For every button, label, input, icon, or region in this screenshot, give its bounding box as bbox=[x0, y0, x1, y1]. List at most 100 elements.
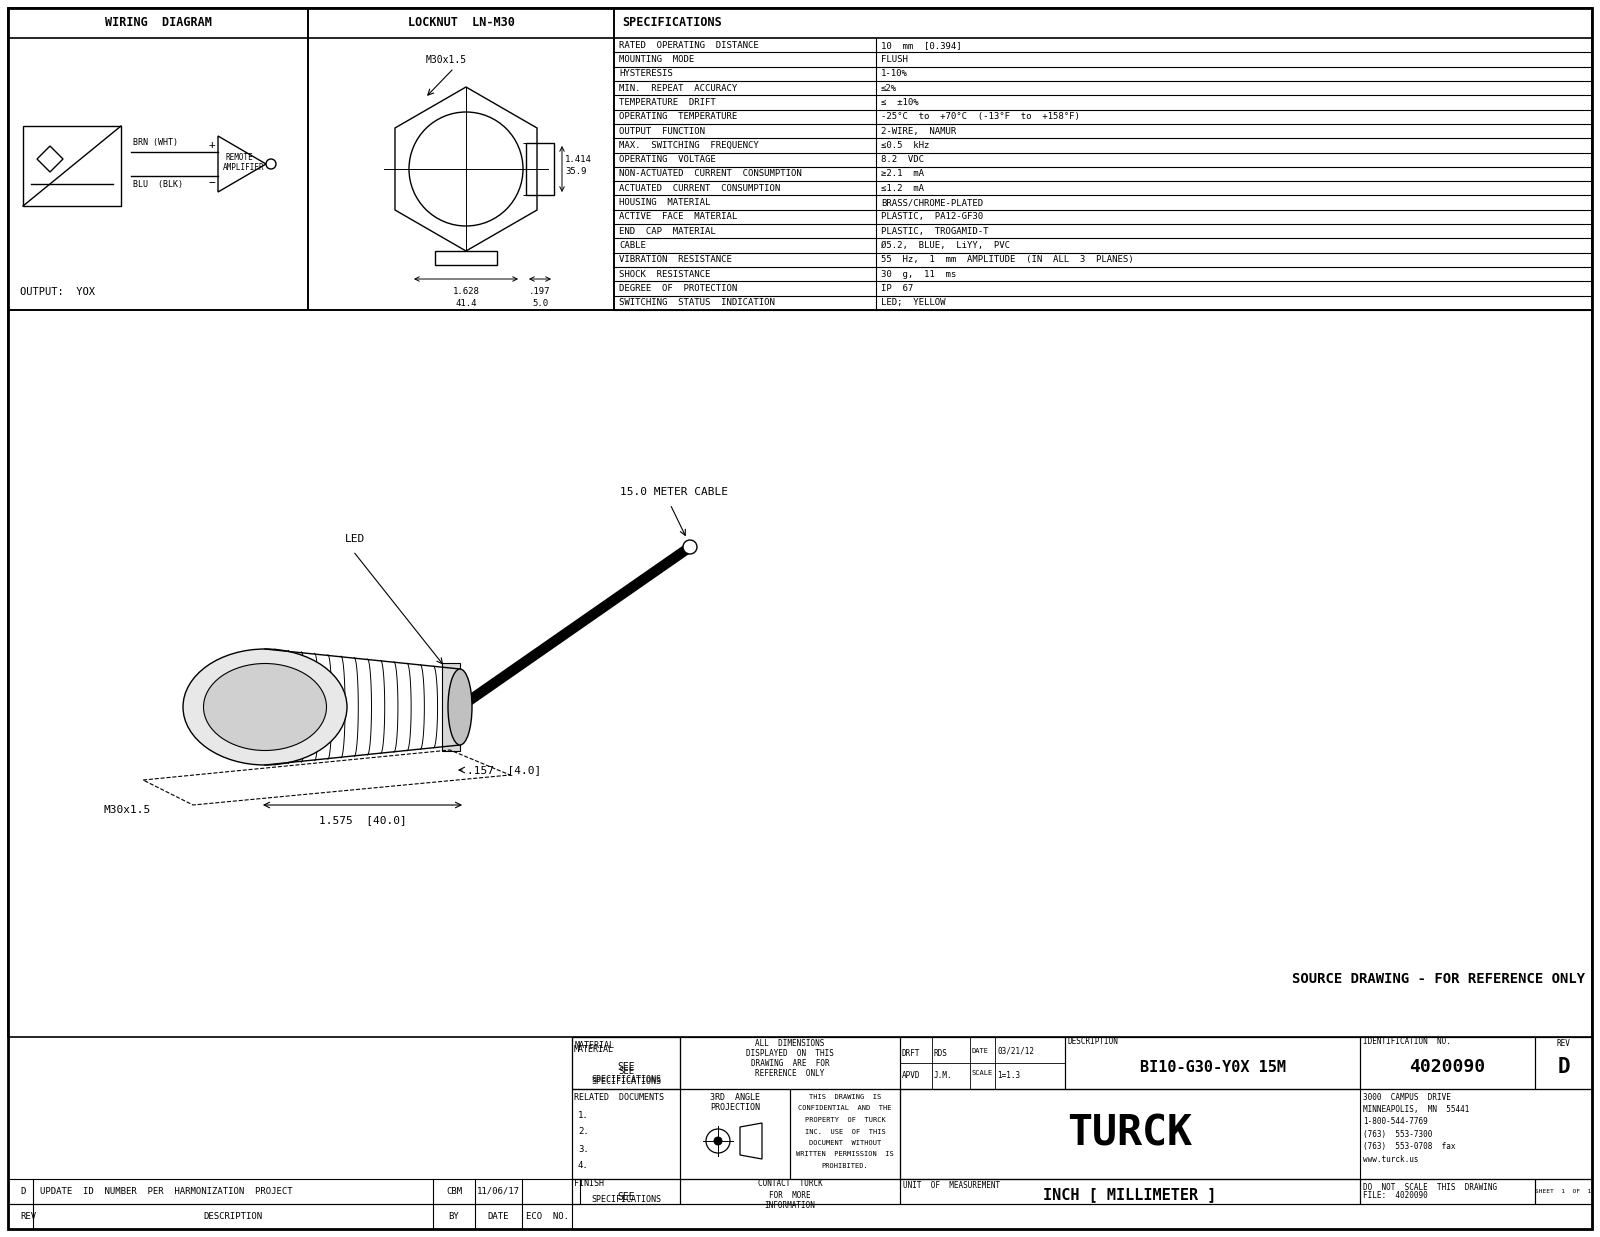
Text: ALL  DIMENSIONS: ALL DIMENSIONS bbox=[755, 1039, 824, 1048]
Bar bbox=[22, 126, 122, 207]
Bar bbox=[435, 251, 498, 265]
Text: RELATED  DOCUMENTS: RELATED DOCUMENTS bbox=[574, 1092, 664, 1101]
Bar bbox=[1360, 1037, 1534, 1089]
Text: MINNEAPOLIS,  MN  55441: MINNEAPOLIS, MN 55441 bbox=[1363, 1105, 1469, 1115]
Text: REV: REV bbox=[1557, 1039, 1571, 1049]
Text: 30  g,  11  ms: 30 g, 11 ms bbox=[882, 270, 957, 278]
Text: OPERATING  VOLTAGE: OPERATING VOLTAGE bbox=[619, 155, 715, 165]
Text: SPECIFICATIONS: SPECIFICATIONS bbox=[622, 16, 722, 30]
Text: END  CAP  MATERIAL: END CAP MATERIAL bbox=[619, 226, 715, 236]
Text: BRN (WHT): BRN (WHT) bbox=[133, 139, 178, 147]
Text: 1-10%: 1-10% bbox=[882, 69, 907, 78]
Text: CONTACT  TURCK: CONTACT TURCK bbox=[758, 1180, 822, 1189]
Text: ≤0.5  kHz: ≤0.5 kHz bbox=[882, 141, 930, 150]
Text: DRAWING  ARE  FOR: DRAWING ARE FOR bbox=[750, 1059, 829, 1068]
Bar bbox=[573, 1089, 680, 1179]
Text: 5.0: 5.0 bbox=[531, 299, 549, 308]
Text: DO  NOT  SCALE  THIS  DRAWING: DO NOT SCALE THIS DRAWING bbox=[1363, 1183, 1498, 1191]
Text: ≤2%: ≤2% bbox=[882, 84, 898, 93]
Text: 3RD  ANGLE: 3RD ANGLE bbox=[710, 1092, 760, 1101]
Bar bbox=[8, 310, 1592, 1037]
Text: CBM: CBM bbox=[446, 1188, 462, 1196]
Text: CABLE: CABLE bbox=[619, 241, 646, 250]
Bar bbox=[680, 1179, 899, 1204]
Bar bbox=[8, 7, 307, 310]
Text: 1.575  [40.0]: 1.575 [40.0] bbox=[318, 815, 406, 825]
Text: LED: LED bbox=[346, 534, 365, 544]
Text: DATE: DATE bbox=[488, 1212, 509, 1221]
Text: LED;  YELLOW: LED; YELLOW bbox=[882, 298, 946, 307]
Text: HYSTERESIS: HYSTERESIS bbox=[619, 69, 672, 78]
Text: WRITTEN  PERMISSION  IS: WRITTEN PERMISSION IS bbox=[797, 1152, 894, 1158]
Text: ≤1.2  mA: ≤1.2 mA bbox=[882, 184, 925, 193]
Text: UPDATE  ID  NUMBER  PER  HARMONIZATION  PROJECT: UPDATE ID NUMBER PER HARMONIZATION PROJE… bbox=[40, 1188, 293, 1196]
Bar bbox=[573, 1089, 680, 1179]
Text: 1=1.3: 1=1.3 bbox=[997, 1070, 1021, 1080]
Text: VIBRATION  RESISTANCE: VIBRATION RESISTANCE bbox=[619, 255, 731, 265]
Text: -25°C  to  +70°C  (-13°F  to  +158°F): -25°C to +70°C (-13°F to +158°F) bbox=[882, 113, 1080, 121]
Bar bbox=[8, 1204, 1592, 1230]
Text: M30x1.5: M30x1.5 bbox=[426, 54, 467, 66]
Circle shape bbox=[683, 541, 698, 554]
Bar bbox=[573, 1037, 680, 1089]
Text: 2-WIRE,  NAMUR: 2-WIRE, NAMUR bbox=[882, 126, 957, 136]
Text: INC.  USE  OF  THIS: INC. USE OF THIS bbox=[805, 1128, 885, 1134]
Text: FOR  MORE: FOR MORE bbox=[770, 1190, 811, 1200]
Text: FILE:  4020090: FILE: 4020090 bbox=[1363, 1191, 1427, 1200]
Text: ≤  ±10%: ≤ ±10% bbox=[882, 98, 918, 106]
Text: MATERIAL: MATERIAL bbox=[574, 1040, 614, 1049]
Text: +: + bbox=[208, 140, 216, 150]
Text: LOCKNUT  LN-M30: LOCKNUT LN-M30 bbox=[408, 16, 515, 30]
Text: BRASS/CHROME-PLATED: BRASS/CHROME-PLATED bbox=[882, 198, 982, 207]
Text: SPECIFICATIONS: SPECIFICATIONS bbox=[590, 1077, 661, 1086]
Text: RATED  OPERATING  DISTANCE: RATED OPERATING DISTANCE bbox=[619, 41, 758, 49]
Text: DISPLAYED  ON  THIS: DISPLAYED ON THIS bbox=[746, 1049, 834, 1058]
Text: WIRING  DIAGRAM: WIRING DIAGRAM bbox=[104, 16, 211, 30]
Text: UNIT  OF  MEASUREMENT: UNIT OF MEASUREMENT bbox=[902, 1181, 1000, 1190]
Text: .157  [4.0]: .157 [4.0] bbox=[467, 764, 541, 776]
Text: INCH [ MILLIMETER ]: INCH [ MILLIMETER ] bbox=[1043, 1188, 1216, 1202]
Text: APVD: APVD bbox=[902, 1071, 920, 1080]
Text: PLASTIC,  TROGAMID-T: PLASTIC, TROGAMID-T bbox=[882, 226, 989, 236]
Text: SEE: SEE bbox=[618, 1066, 634, 1075]
Text: (763)  553-7300: (763) 553-7300 bbox=[1363, 1131, 1432, 1139]
Text: SWITCHING  STATUS  INDICATION: SWITCHING STATUS INDICATION bbox=[619, 298, 774, 307]
Text: DESCRIPTION: DESCRIPTION bbox=[1069, 1038, 1118, 1047]
Text: DATE: DATE bbox=[973, 1048, 989, 1054]
Text: 1.414: 1.414 bbox=[565, 155, 592, 163]
Text: ECO  NO.: ECO NO. bbox=[525, 1212, 568, 1221]
Text: 3.: 3. bbox=[578, 1144, 589, 1153]
Text: SHEET  1  OF  1: SHEET 1 OF 1 bbox=[1536, 1189, 1592, 1194]
Text: 2.: 2. bbox=[578, 1127, 589, 1137]
Text: −: − bbox=[208, 178, 216, 188]
Text: PROHIBITED.: PROHIBITED. bbox=[822, 1163, 869, 1169]
Text: 11/06/17: 11/06/17 bbox=[477, 1188, 520, 1196]
Text: OPERATING  TEMPERATURE: OPERATING TEMPERATURE bbox=[619, 113, 738, 121]
Text: TEMPERATURE  DRIFT: TEMPERATURE DRIFT bbox=[619, 98, 715, 106]
Bar bbox=[1534, 1037, 1592, 1089]
Text: MOUNTING  MODE: MOUNTING MODE bbox=[619, 54, 694, 64]
Text: J.M.: J.M. bbox=[934, 1071, 952, 1080]
Bar bbox=[614, 7, 1592, 310]
Text: BLU  (BLK): BLU (BLK) bbox=[133, 181, 182, 189]
Text: 8.2  VDC: 8.2 VDC bbox=[882, 155, 925, 165]
Text: M30x1.5: M30x1.5 bbox=[102, 805, 150, 815]
Text: PLASTIC,  PA12-GF30: PLASTIC, PA12-GF30 bbox=[882, 213, 982, 221]
Text: BY: BY bbox=[448, 1212, 459, 1221]
Text: SOURCE DRAWING - FOR REFERENCE ONLY: SOURCE DRAWING - FOR REFERENCE ONLY bbox=[1291, 972, 1586, 986]
Text: REFERENCE  ONLY: REFERENCE ONLY bbox=[755, 1069, 824, 1077]
Text: OUTPUT  FUNCTION: OUTPUT FUNCTION bbox=[619, 126, 706, 136]
Bar bbox=[573, 1037, 1592, 1179]
Text: FLUSH: FLUSH bbox=[882, 54, 907, 64]
Text: BI10-G30-Y0X 15M: BI10-G30-Y0X 15M bbox=[1139, 1060, 1285, 1075]
Text: IP  67: IP 67 bbox=[882, 285, 914, 293]
Bar bbox=[1534, 1179, 1592, 1204]
Bar bbox=[1360, 1179, 1534, 1204]
Ellipse shape bbox=[182, 649, 347, 764]
Text: RDS: RDS bbox=[934, 1049, 947, 1058]
Text: FINISH: FINISH bbox=[574, 1179, 605, 1188]
Text: 03/21/12: 03/21/12 bbox=[997, 1047, 1034, 1055]
Text: SCALE: SCALE bbox=[973, 1070, 994, 1076]
Ellipse shape bbox=[448, 669, 472, 745]
Bar bbox=[899, 1037, 1066, 1089]
